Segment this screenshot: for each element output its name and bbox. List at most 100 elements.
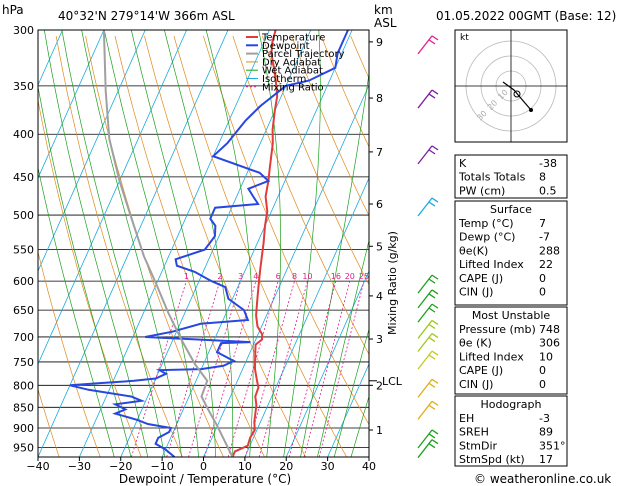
wet-adiabat-line — [283, 30, 321, 457]
series-temperature-line — [231, 30, 279, 457]
wind-barb-icon — [417, 303, 439, 323]
x-tick-label: 30 — [321, 460, 335, 473]
dry-adiabat-line — [144, 35, 306, 457]
dry-adiabat-line — [38, 250, 101, 457]
km-tick-label: 8 — [376, 92, 383, 105]
isotherm-line — [79, 30, 270, 457]
dry-adiabat-line — [38, 98, 142, 457]
pressure-tick-label: 800 — [13, 379, 34, 392]
x-tick-label: 20 — [279, 460, 293, 473]
table-row-value: 0 — [539, 364, 546, 377]
pressure-tick-label: 300 — [13, 24, 34, 37]
isotherm-line — [38, 30, 187, 365]
dry-adiabat-line — [114, 35, 265, 457]
dry-adiabat-line — [586, 36, 629, 457]
wet-adiabat-line — [300, 70, 369, 457]
isotherm-line — [38, 30, 229, 457]
table-row-label: Temp (°C) — [458, 217, 514, 230]
pressure-tick-label: 550 — [13, 244, 34, 257]
isotherm-line — [327, 363, 369, 457]
wet-adiabat-line — [317, 238, 369, 457]
x-axis-label: Dewpoint / Temperature (°C) — [119, 472, 291, 486]
km-tick-label: 3 — [376, 333, 383, 346]
table-row-value: -7 — [539, 231, 550, 244]
isotherm-line — [203, 84, 369, 457]
isotherm-line — [285, 270, 369, 457]
hodograph-end-marker — [529, 108, 533, 112]
mixing-ratio-tick-label: 3 — [238, 272, 243, 281]
mixing-ratio-line — [227, 281, 279, 457]
storm-motion-marker — [513, 90, 521, 98]
dry-adiabat-line — [616, 36, 629, 457]
wet-adiabat-line — [103, 30, 199, 457]
hodograph-kt-label: kt — [460, 33, 469, 43]
hodograph-table-box — [454, 395, 568, 467]
dry-adiabat-line — [55, 35, 183, 457]
table-row-value: 0 — [539, 378, 546, 391]
km-unit-label: km — [374, 3, 393, 17]
isotherm-line — [38, 30, 105, 180]
mixing-ratio-line — [258, 281, 308, 457]
table-row-value: -3 — [539, 412, 550, 425]
legend-entry: Temperature — [261, 33, 325, 44]
table-row-value: 7 — [539, 217, 546, 230]
wind-barb-icon — [417, 429, 439, 449]
table-row-label: PW (cm) — [459, 184, 505, 197]
wet-adiabat-line — [43, 30, 149, 457]
wind-barb-icon — [417, 145, 439, 165]
wet-adiabat-line — [38, 84, 132, 457]
mixing-ratio-tick-label: 4 — [253, 272, 258, 281]
table-row-label: StmSpd (kt) — [459, 453, 525, 466]
series-layer — [69, 30, 349, 457]
pressure-tick-label: 600 — [13, 275, 34, 288]
legend-entry: Mixing Ratio — [262, 82, 324, 93]
x-tick-label: −10 — [151, 460, 174, 473]
pressure-tick-label: 350 — [13, 80, 34, 93]
mixing-ratio-tick-label: 8 — [292, 272, 297, 281]
km-tick-label: 6 — [376, 198, 383, 211]
wet-adiabat-line — [38, 165, 115, 457]
table-row-label: Totals Totals — [458, 171, 526, 184]
table-row-label: EH — [459, 412, 474, 425]
table-row-label: CIN (J) — [459, 378, 493, 391]
mixing-ratio-tick-label: 2 — [217, 272, 222, 281]
table-row-label: Lifted Index — [459, 350, 524, 363]
legend-entry: Parcel Trajectory — [262, 49, 345, 60]
table-row-label: StmDir — [459, 439, 498, 452]
table-row-label: SREH — [459, 426, 489, 439]
indices-box — [454, 154, 568, 199]
wind-barb-icon — [417, 439, 439, 459]
wet-adiabat-line — [205, 30, 254, 457]
mixing-ratio-tick-label: 20 — [345, 272, 355, 281]
table-row-value: 306 — [539, 337, 560, 350]
wet-adiabat-line — [164, 30, 234, 457]
dry-adiabat-line — [232, 35, 369, 355]
table-row-label: CAPE (J) — [459, 364, 503, 377]
series-dewpoint-line — [69, 30, 349, 457]
wet-adiabat-line — [350, 395, 369, 457]
surface-box-title: Surface — [490, 203, 532, 216]
location-label: 40°32'N 279°14'W 366m ASL — [58, 9, 235, 23]
x-tick-label: 10 — [238, 460, 252, 473]
hpa-unit-label: hPa — [2, 3, 24, 17]
dry-adiabat-line — [38, 388, 60, 457]
pressure-tick-label: 500 — [13, 209, 34, 222]
km-tick-label: 7 — [376, 146, 383, 159]
km-tick-label: 1 — [376, 424, 383, 437]
legend-entry: Dewpoint — [262, 41, 310, 52]
wind-barb-icon — [417, 319, 439, 339]
pressure-tick-label: 750 — [13, 356, 34, 369]
wind-barb-icon — [417, 350, 439, 370]
legend-entry: Isotherm — [262, 74, 306, 85]
wind-barb-icon — [417, 332, 439, 352]
mixing-ratio-tick-label: 25 — [359, 272, 369, 281]
pressure-tick-label: 850 — [13, 401, 34, 414]
km-tick-label: 9 — [376, 36, 383, 49]
legend-entry: Wet Adiabat — [262, 66, 323, 77]
hodograph-trace — [502, 81, 532, 111]
pressure-tick-label: 700 — [13, 331, 34, 344]
asl-unit-label: ASL — [374, 16, 397, 30]
table-row-value: 0 — [539, 286, 546, 299]
